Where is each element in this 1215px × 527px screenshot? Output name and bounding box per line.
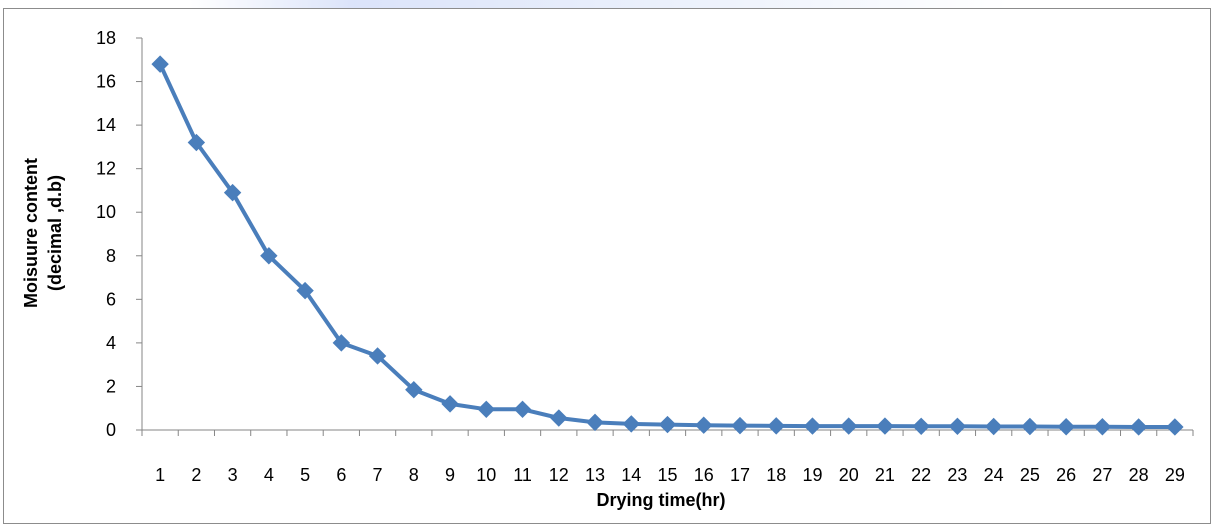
y-tick-label: 0 [106, 420, 116, 440]
background-strip [190, 0, 1010, 9]
series-polyline [158, 63, 1175, 429]
data-point-marker [1129, 418, 1148, 436]
x-tick-label: 22 [911, 465, 931, 485]
data-point-marker [984, 417, 1003, 436]
y-axis-title-line-2: (decimal ,d.b) [45, 175, 65, 291]
data-point-marker [586, 413, 604, 432]
y-tick-label: 16 [96, 72, 116, 92]
x-tick-label: 14 [621, 465, 641, 485]
y-tick-label: 6 [106, 289, 116, 309]
x-axis-title: Drying time(hr) [596, 490, 725, 510]
data-point-marker [368, 347, 387, 365]
x-tick-label: 19 [802, 465, 822, 485]
x-tick-label: 13 [585, 465, 605, 485]
x-tick-label: 11 [513, 465, 532, 485]
x-tick-label: 10 [476, 465, 496, 485]
x-tick-label: 15 [657, 465, 677, 485]
x-tick-label: 2 [191, 465, 201, 485]
series-line [158, 63, 1175, 429]
x-tick-label: 6 [336, 465, 346, 485]
data-point-marker [550, 409, 568, 427]
x-tick-label: 26 [1056, 465, 1076, 485]
data-point-marker [332, 334, 351, 352]
x-tick-label: 9 [445, 465, 455, 485]
y-axis: 0 2 4 6 8 10 12 14 16 18 [96, 28, 143, 440]
y-tick-label: 8 [106, 246, 116, 266]
data-point-marker [622, 415, 640, 433]
data-point-marker [948, 417, 967, 436]
x-tick-label: 21 [875, 465, 895, 485]
data-point-marker [477, 400, 496, 419]
data-point-marker [839, 417, 858, 435]
data-point-marker [151, 55, 169, 73]
chart-border [3, 8, 1211, 524]
y-axis-title: Moisuure content (decimal ,d.b) [21, 158, 65, 308]
data-point-marker [1166, 418, 1184, 436]
y-tick-label: 4 [106, 333, 116, 353]
data-point-marker [767, 417, 785, 435]
x-tick-label: 27 [1092, 465, 1112, 485]
x-tick-label: 12 [549, 465, 569, 485]
y-tick-label: 14 [96, 115, 116, 135]
y-tick-label: 12 [96, 159, 116, 179]
x-tick-label: 3 [228, 465, 238, 485]
data-point-marker [1021, 417, 1039, 436]
x-tick-label: 25 [1020, 465, 1040, 485]
x-tick-label: 20 [839, 465, 859, 485]
y-tick-label: 18 [96, 28, 116, 48]
data-point-marker [223, 183, 242, 202]
data-point-marker [1093, 418, 1112, 436]
x-tick-label: 7 [373, 465, 383, 485]
y-tick-label: 2 [106, 376, 116, 396]
data-point-marker [876, 417, 894, 435]
x-tick-label: 28 [1129, 465, 1149, 485]
data-point-marker [260, 247, 278, 265]
x-tick-label: 5 [300, 465, 310, 485]
x-tick-label: 8 [409, 465, 419, 485]
x-tick-label: 29 [1165, 465, 1185, 485]
x-tick-label: 4 [264, 465, 274, 485]
data-point-marker [658, 415, 677, 434]
x-tick-label: 24 [984, 465, 1004, 485]
data-point-marker [296, 281, 314, 300]
data-point-marker [731, 416, 749, 435]
data-point-marker [803, 417, 822, 435]
x-tick-label: 1 [155, 465, 165, 485]
data-point-marker [441, 395, 459, 413]
y-axis-title-line-1: Moisuure content [21, 158, 41, 308]
x-tick-label: 16 [694, 465, 714, 485]
x-tick-label: 17 [730, 465, 750, 485]
x-tick-label: 23 [947, 465, 967, 485]
x-axis: 1 2 3 4 5 6 7 8 9 10 11 12 13 14 15 16 17 18 19 20 21 22 23 24 2… [141, 429, 1194, 485]
data-point-marker [695, 416, 713, 434]
data-point-marker [513, 400, 532, 419]
data-points [151, 55, 1184, 436]
data-point-marker [1057, 418, 1075, 436]
y-tick-label: 10 [96, 202, 116, 222]
data-point-marker [187, 133, 206, 152]
x-tick-label: 18 [766, 465, 786, 485]
data-point-marker [405, 381, 423, 399]
data-point-marker [912, 417, 930, 436]
